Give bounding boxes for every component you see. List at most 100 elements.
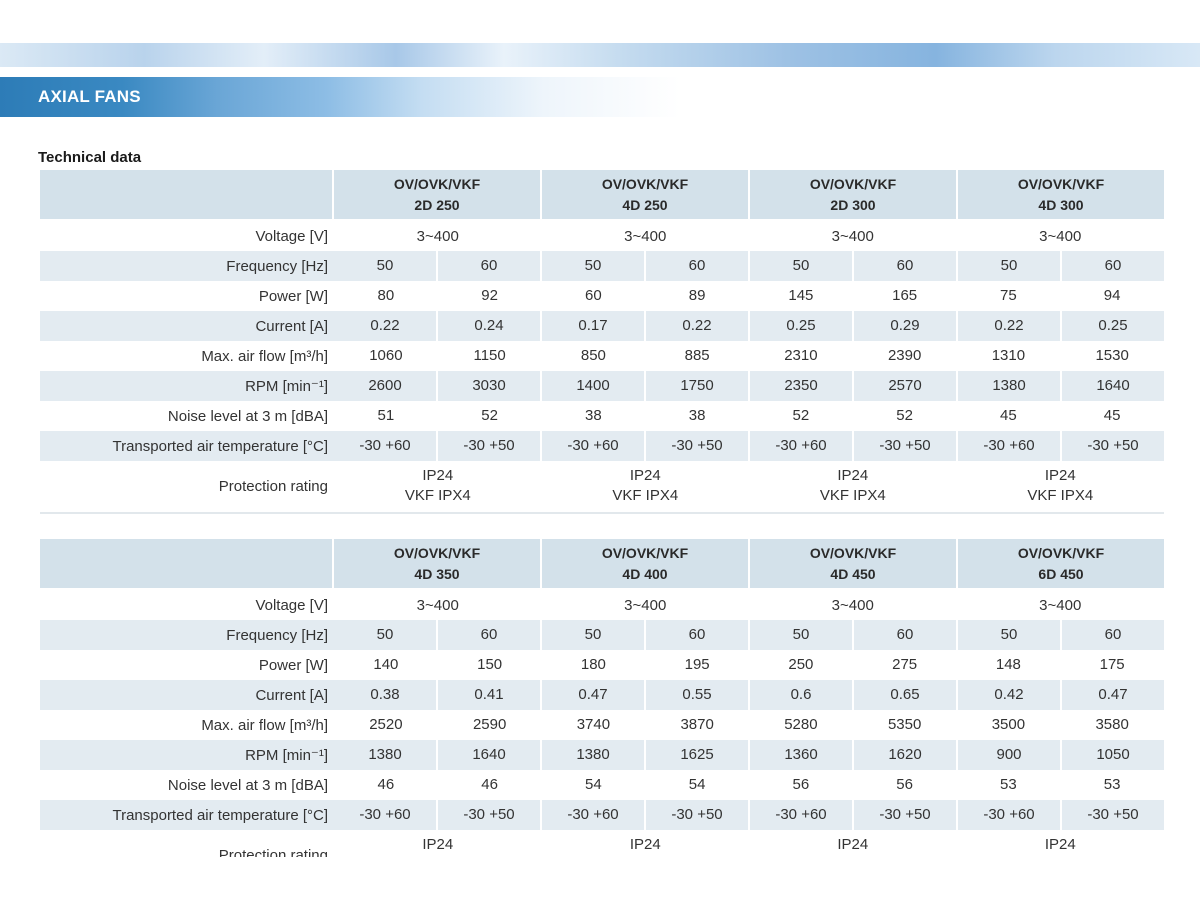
value-cell-current: 0.47 [540,680,644,710]
value-cell-rpm: 1640 [436,740,540,770]
value-cell-power: 165 [892,287,918,304]
protection-ip: IP24 [422,836,454,853]
value-cell-noise: 56 [792,776,810,793]
value-cell-power: 175 [1099,656,1125,673]
value-cell-protection: IP24 VKF IPX4 [542,835,750,857]
technical-data-table-2: OV/OVK/VKF 4D 350 OV/OVK/VKF 4D 400 OV/OVK/V… [40,539,1164,857]
table-row-airflow: Max. air flow [m³/h] 1060 1150 850 885 2310 23… [40,341,1164,371]
value-cell-current: 0.29 [852,311,956,341]
value-cell-rpm: 1625 [644,740,748,770]
value-cell-frequency: 60 [1060,620,1164,650]
table-row-temperature: Transported air temperature [°C] -30 +60-… [40,431,1164,461]
value-cell-frequency: 60 [436,251,540,281]
row-label-noise: Noise level at 3 m [dBA] [167,407,328,425]
value-cell-noise: 38 [688,407,706,424]
value-cell-rpm: 1640 [1060,371,1164,401]
value-cell-frequency: 60 [852,251,956,281]
value-cell-current: 0.47 [1060,680,1164,710]
row-label-voltage: Voltage [V] [255,596,328,614]
value-cell-noise: 52 [792,407,810,424]
value-cell-current: 0.55 [644,680,748,710]
value-cell-current: 0.22 [644,311,748,341]
row-label-rpm: RPM [min⁻¹] [245,378,328,395]
value-cell-current: 0.22 [370,317,400,334]
value-cell-airflow: 3740 [576,716,611,733]
value-cell-power: 250 [788,656,814,673]
model-header-cell: OV/OVK/VKF 2D 250 [334,170,540,219]
value-cell-power: 140 [373,656,399,673]
value-cell-airflow: 3870 [680,716,714,733]
value-cell-airflow: 2590 [472,716,507,733]
value-cell-protection: IP24 VKF IPX4 [334,466,542,506]
value-cell-current: 0.42 [956,680,1060,710]
value-cell-noise: 51 [377,407,395,424]
model-code: 6D 450 [1038,566,1084,582]
value-cell-rpm: 1620 [852,740,956,770]
row-label-temperature: Transported air temperature [°C] [112,437,328,455]
value-cell-rpm: 3030 [436,371,540,401]
value-cell-voltage: 3~400 [624,227,667,245]
row-label-power: Power [W] [258,656,328,674]
value-cell-voltage: 3~400 [416,227,459,245]
row-label-airflow: Max. air flow [m³/h] [201,716,328,734]
protection-vkf: VKF IPX4 [957,855,1165,857]
protection-vkf: VKF IPX4 [404,487,471,504]
value-cell-current: 0.65 [852,680,956,710]
value-cell-power: 94 [1103,287,1121,304]
model-series: OV/OVK/VKF [601,176,689,192]
model-header-cell: OV/OVK/VKF 4D 350 [334,539,540,588]
value-cell-airflow: 850 [580,347,606,364]
model-header-cell: OV/OVK/VKF 4D 400 [542,539,748,588]
value-cell-frequency: 50 [956,620,1060,650]
protection-vkf: VKF IPX4 [819,487,886,504]
value-cell-noise: 54 [585,776,602,793]
table-row-voltage: Voltage [V] 3~400 3~400 3~400 3~400 [40,590,1164,620]
value-cell-airflow: 1150 [473,347,506,364]
value-cell-power: 180 [580,656,606,673]
table-row-rpm: RPM [min⁻¹] 2600 3030 1400 1750 2350 2570 1380 1… [40,371,1164,401]
value-cell-current: 0.24 [436,311,540,341]
value-cell-current: 0.25 [1060,311,1164,341]
value-cell-frequency: 60 [644,620,748,650]
value-cell-noise: 53 [1103,776,1121,793]
value-cell-protection: IP24 VKF IPX4 [749,466,957,506]
value-cell-airflow: 2520 [369,716,403,733]
section-banner [0,77,680,117]
table-row-protection: Protection rating IP24 VKF IPX4 IP24 VKF IPX… [40,830,1164,857]
table-row-power: Power [W] 140 150 180 195 250 275 148 175 [40,650,1164,680]
value-cell-temperature: -30 +50 [436,800,540,830]
table-row-frequency: Frequency [Hz] 50 60 50 60 50 60 50 60 [40,251,1164,281]
row-label-protection: Protection rating [218,477,328,495]
value-cell-temperature: -30 +60 [748,431,852,461]
model-code: 4D 350 [414,566,460,582]
protection-ip: IP24 [629,467,661,484]
value-cell-current: 0.6 [748,680,852,710]
value-cell-temperature: -30 +60 [359,437,411,454]
value-cell-rpm: 1360 [748,740,852,770]
table-bottom-rule [40,512,1164,514]
value-cell-frequency: 50 [540,251,644,281]
value-cell-rpm: 2570 [852,371,956,401]
table-row-rpm: RPM [min⁻¹] 1380 1640 1380 1625 1360 1620 900 10… [40,740,1164,770]
value-cell-temperature: -30 +50 [852,431,956,461]
protection-vkf: VKF IPX4 [612,487,679,504]
value-cell-temperature: -30 +60 [956,431,1060,461]
value-cell-voltage: 3~400 [624,596,667,614]
protection-vkf: VKF IPX4 [542,855,750,857]
row-label-current: Current [A] [255,317,328,335]
row-label-temperature: Transported air temperature [°C] [112,806,328,824]
value-cell-protection: IP24 VKF IPX4 [334,835,542,857]
model-code: 4D 450 [830,566,876,582]
value-cell-airflow: 3580 [1095,716,1129,733]
value-cell-power: 148 [995,656,1021,673]
value-cell-voltage: 3~400 [831,596,874,614]
value-cell-noise: 52 [481,407,498,424]
table-row-protection: Protection rating IP24 VKF IPX4 IP24 VKF IPX… [40,461,1164,511]
value-cell-power: 195 [684,656,710,673]
value-cell-temperature: -30 +60 [956,800,1060,830]
protection-ip: IP24 [1044,836,1076,853]
protection-ip: IP24 [837,836,869,853]
value-cell-temperature: -30 +50 [436,431,540,461]
value-cell-voltage: 3~400 [416,596,459,614]
row-label-frequency: Frequency [Hz] [226,626,328,644]
